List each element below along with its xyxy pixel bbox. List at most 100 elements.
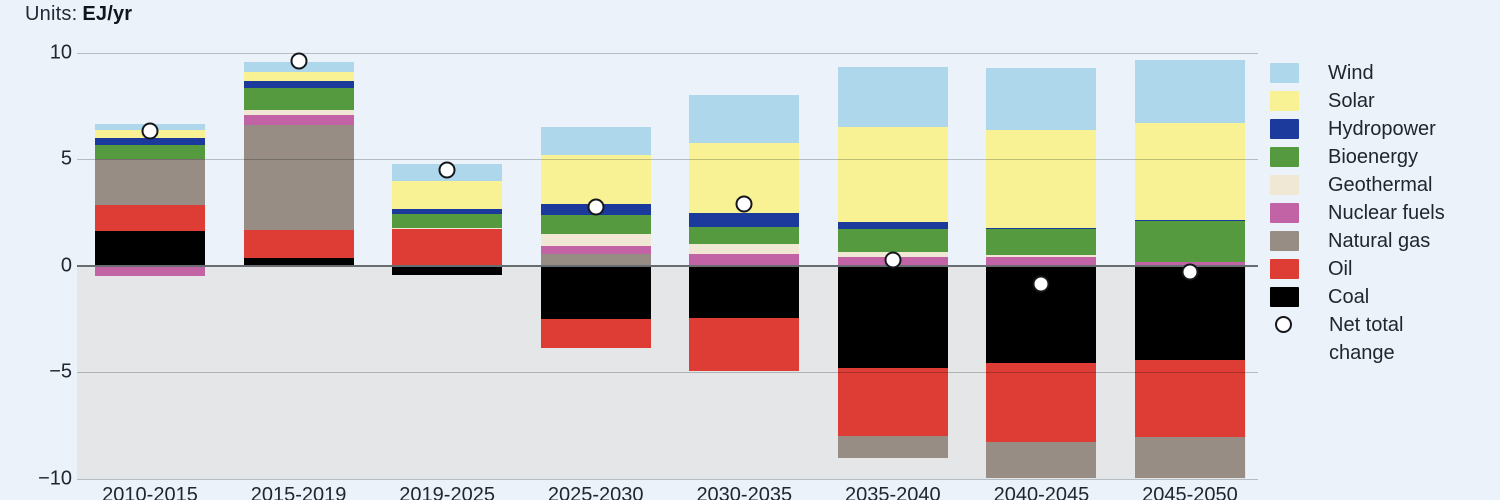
bar-segment-coal [95, 231, 205, 266]
legend-item-net-total-change: Net total change [1270, 311, 1480, 367]
net-total-change-marker [884, 251, 902, 269]
x-axis-label: 2030-2035 [696, 484, 793, 500]
legend-label: Geothermal [1328, 174, 1433, 196]
legend-item-solar: Solar [1270, 87, 1480, 115]
bar-segment-bioenergy [95, 145, 205, 159]
bar-segment-bioenergy [243, 87, 354, 110]
legend-label: Net total change [1329, 314, 1404, 364]
net-total-change-marker [290, 52, 308, 70]
bar-segment-natural-gas [986, 442, 1097, 479]
net-total-change-marker [1032, 275, 1050, 293]
legend-item-geothermal: Geothermal [1270, 171, 1480, 199]
bar-segment-bioenergy [986, 229, 1097, 255]
bar-segment-hydropower [1134, 219, 1245, 221]
bar-segment-nuclear-fuels [689, 253, 800, 266]
net-total-change-legend-icon [1275, 316, 1292, 333]
grid-line [77, 478, 1258, 480]
y-tick-label: 5 [60, 147, 72, 170]
bar-segment-nuclear-fuels [95, 265, 205, 277]
bar-segment-bioenergy [837, 229, 948, 252]
bar-segment-oil [837, 367, 948, 436]
bar-segment-coal [689, 265, 800, 318]
x-axis-label: 2040-2045 [993, 484, 1090, 500]
legend-label: Natural gas [1328, 230, 1431, 252]
x-axis-label: 2045-2050 [1142, 484, 1238, 500]
bar-segment-oil [1134, 360, 1245, 437]
bar-segment-nuclear-fuels [243, 115, 354, 125]
legend-item-bioenergy: Bioenergy [1270, 143, 1480, 171]
legend-swatch [1270, 175, 1299, 195]
legend-item-natural-gas: Natural gas [1270, 227, 1480, 255]
net-total-change-marker [587, 198, 605, 216]
legend-label: Coal [1328, 286, 1370, 308]
bar-segment-hydropower [689, 213, 800, 228]
bar-segment-wind [540, 127, 651, 155]
bar-segment-natural-gas [95, 159, 205, 205]
bar-segment-oil [392, 229, 503, 266]
grid-line [77, 52, 1258, 54]
net-total-change-marker [1181, 263, 1199, 281]
bar-segment-wind [837, 67, 948, 128]
legend-label: Wind [1328, 62, 1374, 84]
x-axis-label: 2015-2019 [250, 484, 347, 500]
bar-segment-geothermal [243, 110, 354, 116]
bar-segment-coal [1134, 265, 1245, 361]
bar-segment-hydropower [95, 137, 205, 146]
legend-label: Nuclear fuels [1328, 202, 1445, 224]
bar-segment-hydropower [243, 81, 354, 88]
bar-segment-bioenergy [392, 214, 503, 229]
bar-segment-solar [540, 154, 651, 204]
legend-item-nuclear-fuels: Nuclear fuels [1270, 199, 1480, 227]
bar-segment-bioenergy [689, 227, 800, 245]
net-total-change-marker [735, 195, 753, 213]
bar-segment-natural-gas [837, 435, 948, 459]
bar-segment-oil [689, 317, 800, 371]
net-total-change-marker [141, 122, 159, 140]
x-axis-label: 2035-2040 [845, 484, 941, 500]
bar-segment-geothermal [689, 244, 800, 254]
bar-segment-geothermal [986, 254, 1097, 257]
net-total-change-marker [438, 161, 456, 179]
legend-item-hydropower: Hydropower [1270, 115, 1480, 143]
bar-segment-solar [837, 127, 948, 222]
legend-label: Bioenergy [1328, 146, 1419, 168]
bar-segment-solar [243, 71, 354, 82]
bar-segment-coal [540, 265, 651, 319]
bar-segment-hydropower [986, 228, 1097, 230]
x-axis-label: 2010-2015 [102, 484, 198, 500]
bar-segment-wind [689, 95, 800, 144]
bar-segment-natural-gas [1134, 436, 1245, 479]
bar-segment-solar [986, 130, 1097, 229]
y-tick-label: 10 [49, 41, 72, 63]
grid-line [77, 159, 1258, 160]
units-title: Units: EJ/yr [25, 3, 132, 26]
x-axis-label: 2025-2030 [547, 484, 644, 500]
legend-item-wind: Wind [1270, 59, 1480, 87]
bar-segment-oil [95, 204, 205, 232]
bar-segment-bioenergy [1134, 220, 1245, 263]
x-axis-label: 2019-2025 [399, 484, 495, 500]
bar-segment-bioenergy [540, 215, 651, 234]
legend-label: Hydropower [1328, 118, 1436, 140]
bar-segment-hydropower [392, 209, 503, 215]
legend-item-oil: Oil [1270, 255, 1480, 283]
legend-swatch [1270, 231, 1299, 251]
bar-segment-solar [392, 181, 503, 210]
bar-segment-nuclear-fuels [540, 246, 651, 254]
units-title-value: EJ/yr [82, 3, 133, 25]
bar-segment-geothermal [392, 228, 503, 230]
zero-grid-line [77, 264, 1258, 267]
bar-segment-solar [1134, 122, 1245, 220]
legend-swatch [1270, 63, 1299, 83]
legend-swatch [1270, 147, 1299, 167]
legend-swatch [1270, 287, 1299, 307]
bar-segment-oil [540, 318, 651, 348]
legend-label: Oil [1328, 258, 1353, 280]
bar-segment-oil [986, 363, 1097, 443]
legend-swatch [1270, 203, 1299, 223]
legend-swatch [1270, 119, 1299, 139]
bar-segment-wind [986, 68, 1097, 131]
bar-segment-oil [243, 230, 354, 259]
bar-segment-coal [243, 258, 354, 266]
